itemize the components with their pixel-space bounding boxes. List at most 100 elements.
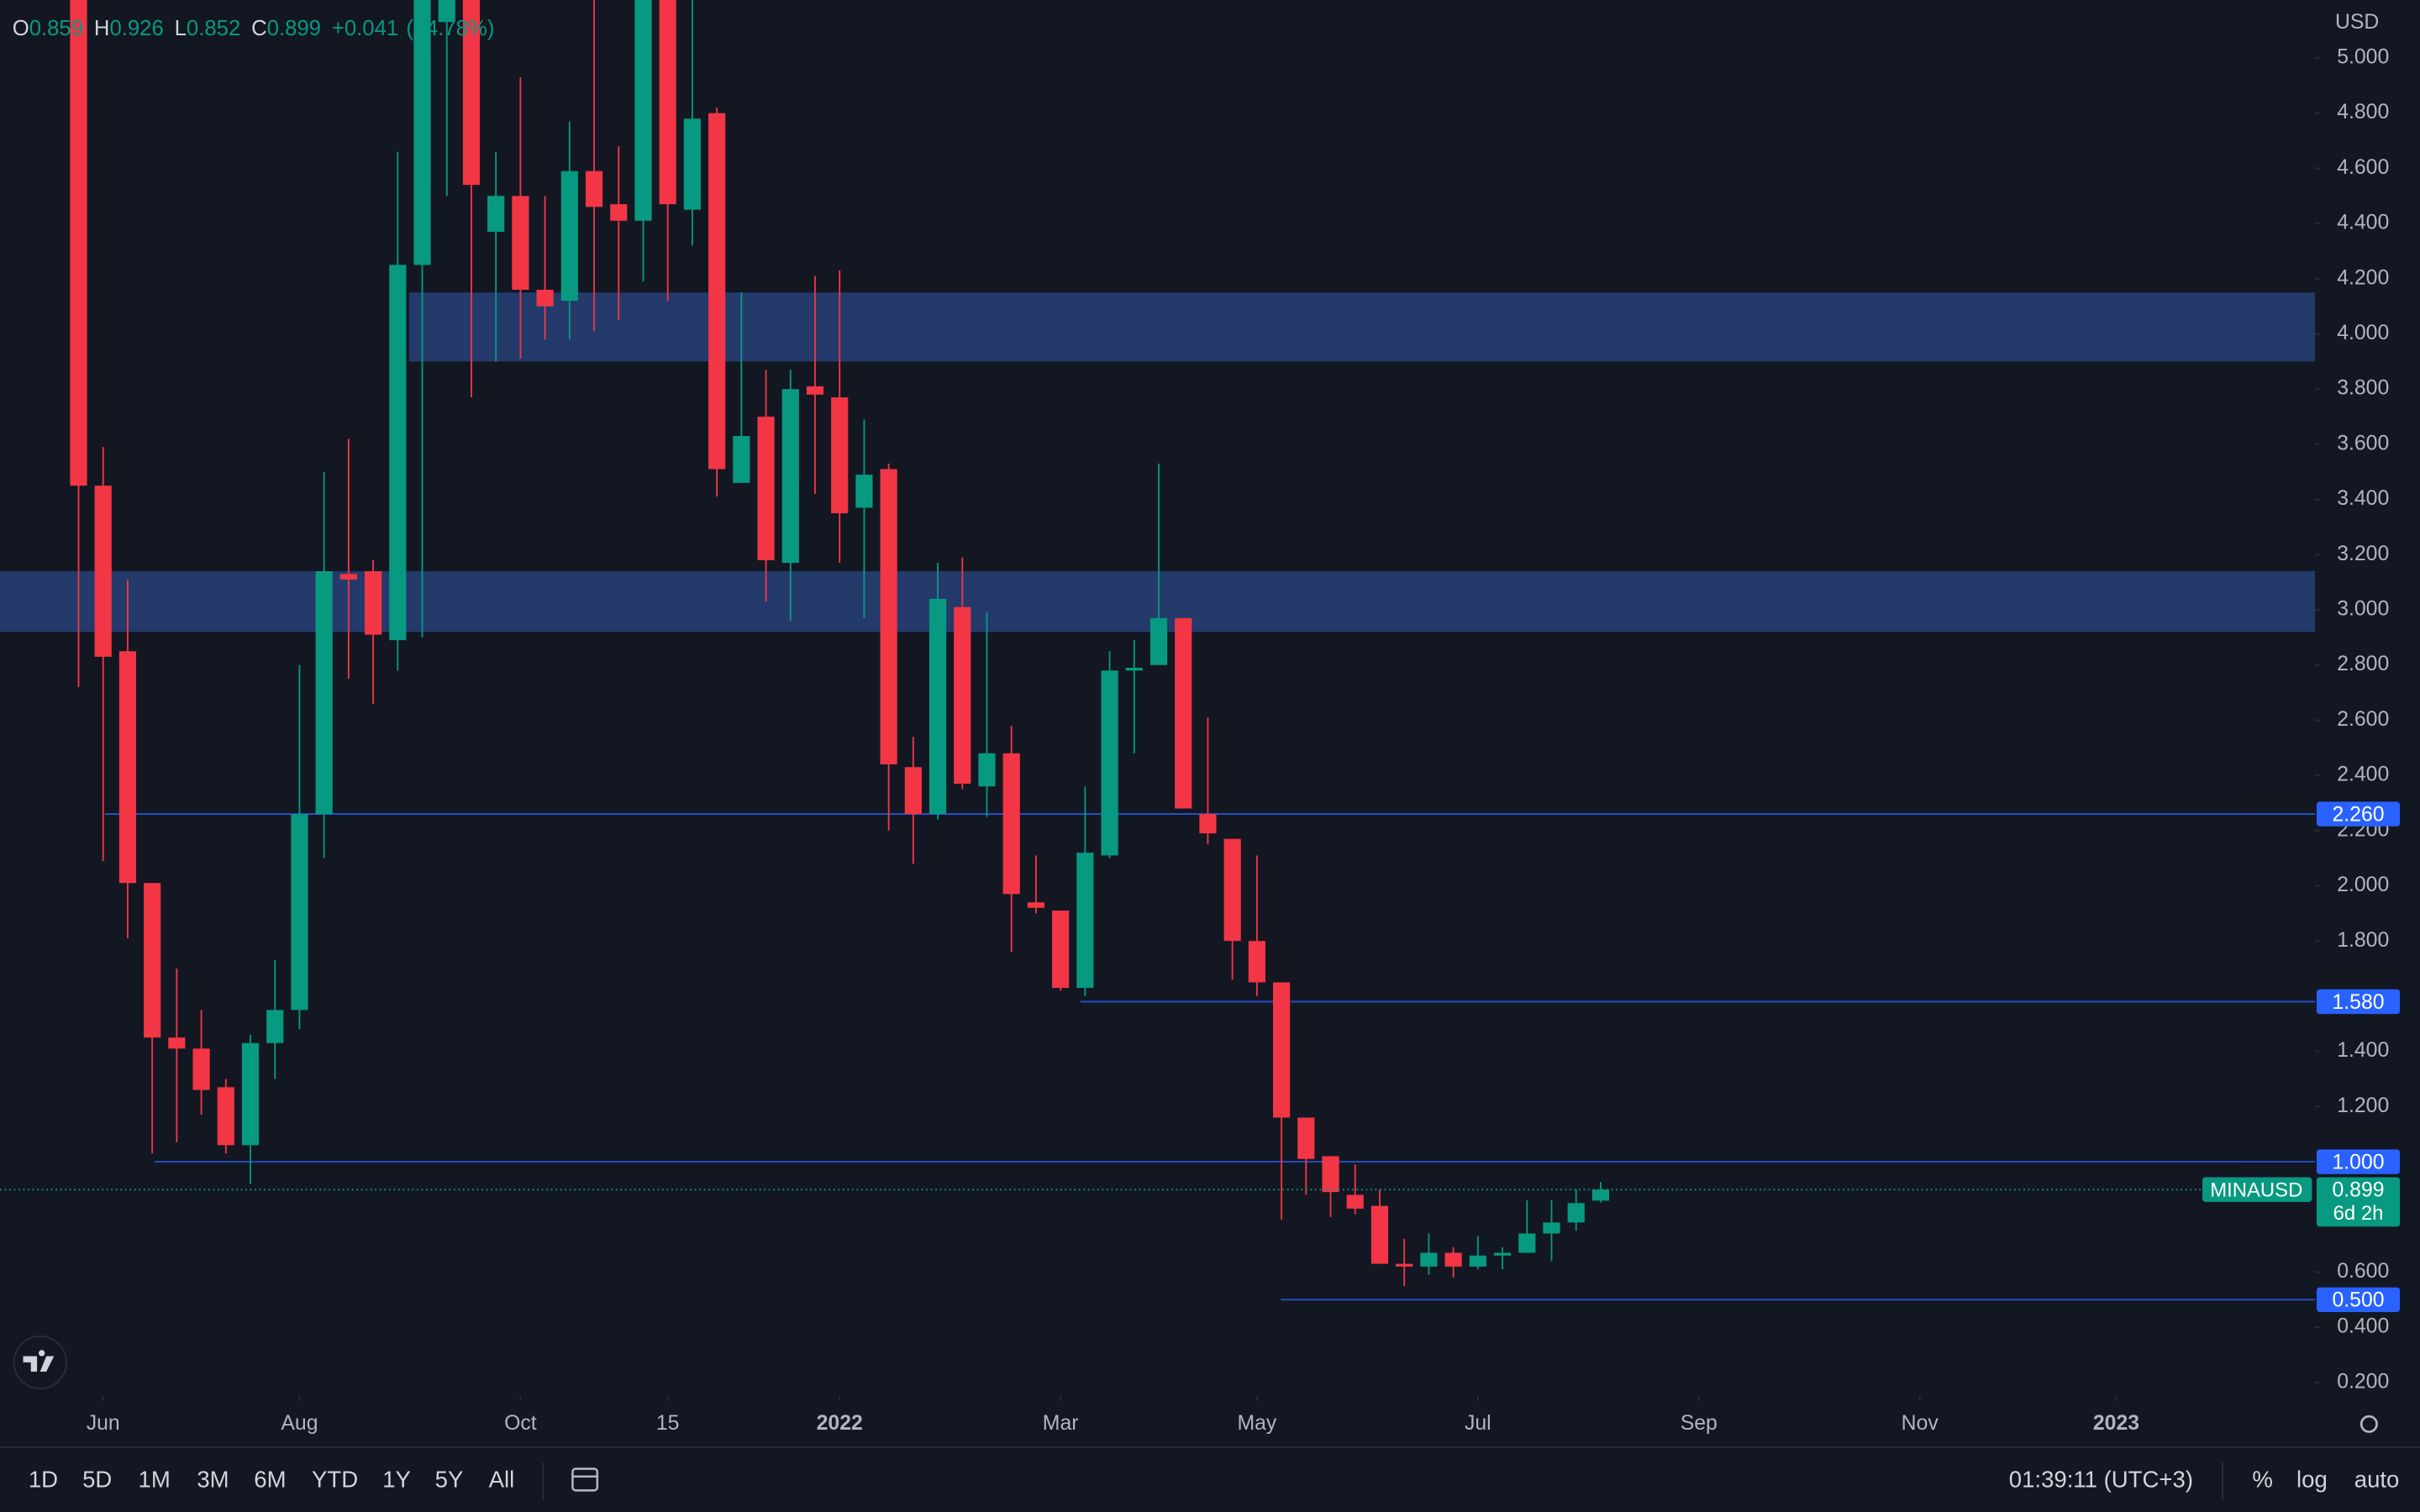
ohlc-text: O0.859 H0.926 L0.852 C0.899 +0.041 (+4.78%): [13, 17, 495, 40]
ohlc-value: 0.899: [267, 17, 321, 40]
candle-body: [733, 436, 750, 483]
x-tick-label: Mar: [1043, 1412, 1079, 1435]
y-tick-label: 4.600: [2337, 156, 2389, 179]
candle-body: [168, 1037, 186, 1049]
level-badge: [2316, 1287, 2401, 1312]
range-button[interactable]: YTD: [312, 1467, 358, 1493]
y-tick-label: 3.800: [2337, 377, 2389, 400]
candle-body: [389, 265, 407, 641]
candle-body: [1125, 667, 1143, 671]
candle-body: [438, 0, 455, 23]
candle-body: [683, 118, 702, 210]
candle-body: [1002, 753, 1020, 895]
candle-body: [659, 0, 676, 205]
y-tick-label: 1.200: [2337, 1095, 2389, 1117]
y-tick-label: 4.000: [2337, 322, 2389, 344]
y-tick-label: 2.400: [2337, 764, 2389, 786]
range-button[interactable]: 6M: [254, 1467, 286, 1493]
x-tick-label: Oct: [504, 1412, 537, 1435]
ohlc-value: 0.852: [187, 17, 240, 40]
settings-icon[interactable]: [2360, 1415, 2378, 1433]
y-tick-label: 3.200: [2337, 543, 2389, 565]
x-tick-label: May: [1237, 1412, 1276, 1435]
ohlc-value: 0.859: [29, 17, 83, 40]
candle-body: [1591, 1189, 1610, 1201]
candle-body: [1370, 1205, 1389, 1264]
level-badge-label: 1.000: [2333, 1151, 2385, 1173]
ohlc-label: O: [13, 17, 29, 40]
ohlc-label: C: [251, 17, 267, 40]
candle-body: [781, 389, 799, 564]
candle-body: [364, 571, 382, 635]
y-tick-label: 3.400: [2337, 487, 2389, 510]
zone: [408, 292, 2316, 362]
ohlc-value: 0.926: [109, 17, 163, 40]
y-tick-label: 0.400: [2337, 1315, 2389, 1338]
price-badge: [2316, 1177, 2401, 1227]
price-axis: 5.000 4.800 4.600 4.400 4.200 4.000 3.800 3.600…: [87, 46, 2401, 1435]
candle-body: [1052, 911, 1070, 989]
scale-option[interactable]: %: [2252, 1467, 2273, 1493]
y-tick-label: 2.800: [2337, 653, 2389, 675]
y-tick-label: 0.600: [2337, 1260, 2389, 1283]
range-button[interactable]: 3M: [197, 1467, 229, 1493]
price-badge-label: 0.899: [2333, 1179, 2385, 1202]
candle-body: [806, 386, 824, 395]
candle-body: [118, 651, 137, 884]
candle-body: [462, 0, 481, 186]
scale-option[interactable]: log: [2296, 1467, 2328, 1493]
y-tick-label: 2.600: [2337, 708, 2389, 731]
range-button[interactable]: 1Y: [382, 1467, 411, 1493]
y-tick-label: 2.000: [2337, 874, 2389, 896]
range-button[interactable]: All: [489, 1467, 515, 1493]
candle-body: [217, 1087, 234, 1146]
candle-body: [708, 113, 726, 470]
x-tick-label: Nov: [1902, 1412, 1939, 1435]
y-tick-label: 5.000: [2337, 46, 2389, 69]
candle-body: [413, 0, 431, 265]
candle-body: [585, 171, 603, 207]
candle-body: [634, 0, 652, 221]
candle-body: [1346, 1194, 1364, 1209]
candle-body: [1444, 1252, 1462, 1267]
symbol-badge: [2202, 1177, 2312, 1202]
x-tick-label: Jun: [87, 1412, 120, 1435]
y-tick-label: 1.400: [2337, 1039, 2389, 1062]
candle-body: [94, 486, 112, 657]
candle-body: [1297, 1117, 1315, 1159]
symbol-badge-label: MINAUSD: [2210, 1179, 2302, 1201]
candle-body: [831, 397, 849, 514]
x-tick-label: Sep: [1681, 1412, 1718, 1435]
date-range-icon[interactable]: [571, 1467, 599, 1492]
candle-body: [1518, 1233, 1536, 1253]
candle-body: [1175, 617, 1192, 809]
candle-body: [929, 598, 947, 815]
countdown: 6d 2h: [2333, 1202, 2384, 1225]
change: +0.041: [332, 17, 398, 40]
candle-body: [610, 204, 628, 221]
candle-body: [1076, 853, 1094, 989]
candle-body: [315, 571, 333, 815]
candle-body: [1199, 814, 1217, 834]
candle-body: [1567, 1203, 1585, 1223]
candle-body: [291, 814, 308, 1011]
range-button[interactable]: 5Y: [435, 1467, 464, 1493]
y-tick-label: 3.600: [2337, 432, 2389, 454]
candle-body: [1493, 1252, 1512, 1256]
range-button[interactable]: 5D: [82, 1467, 112, 1493]
range-button[interactable]: 1D: [29, 1467, 58, 1493]
currency[interactable]: USD: [2335, 11, 2379, 34]
candle-body: [266, 1010, 284, 1043]
candle-body: [536, 289, 554, 307]
scale-option[interactable]: auto: [2354, 1467, 2400, 1493]
ohlc-label: H: [94, 17, 110, 40]
y-tick-label: 4.200: [2337, 266, 2389, 289]
y-tick-label: 0.200: [2337, 1370, 2389, 1393]
level-badge-label: 2.260: [2333, 803, 2385, 826]
level-badge: [2316, 801, 2401, 827]
range-button[interactable]: 1M: [139, 1467, 171, 1493]
x-tick-label: 2022: [817, 1412, 863, 1435]
ohlc-header: O0.859 H0.926 L0.852 C0.899 +0.041 (+4.78%): [13, 17, 495, 40]
